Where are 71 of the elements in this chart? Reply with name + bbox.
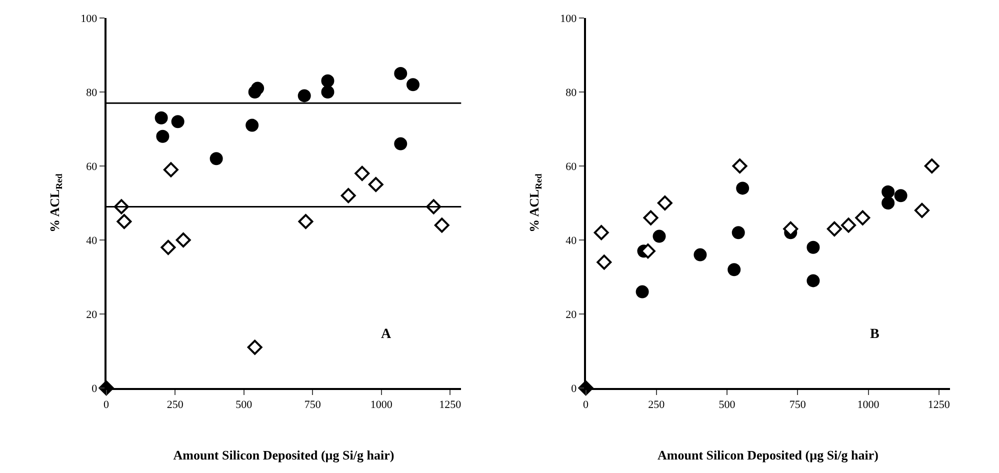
point [694,248,707,262]
point [636,285,649,298]
point [826,221,842,236]
point [594,225,609,240]
x-tick-label: 1250 [439,399,462,412]
point [368,177,384,192]
point [176,232,191,248]
point [855,210,870,226]
point [394,137,408,150]
x-axis-title: Amount Silicon Deposited (µg Si/g hair) [173,447,394,462]
y-tick-label: 20 [86,308,98,321]
point [340,188,356,204]
point [914,202,930,218]
x-axis-title: Amount Silicon Deposited (µg Si/g hair) [658,447,878,462]
point [596,254,612,270]
x-tick-label: 0 [583,399,590,412]
y-tick-label: 40 [566,234,578,247]
point [160,240,176,255]
y-tick-label: 80 [566,86,578,99]
x-tick-label: 250 [166,399,184,412]
point [841,218,856,233]
point [321,86,334,98]
point [894,189,908,202]
point [736,182,750,195]
point [652,230,666,243]
point [924,158,940,174]
point [154,111,168,124]
y-tick-label: 40 [86,234,98,247]
y-tick-label: 100 [560,12,578,25]
point [116,214,132,229]
point [406,78,420,92]
point [434,218,450,233]
x-tick-label: 750 [789,399,806,412]
point [163,162,178,178]
point [732,226,745,240]
point [321,74,334,88]
x-tick-label: 500 [236,399,253,412]
y-tick-label: 100 [80,12,98,25]
point [806,240,820,254]
point [156,130,170,143]
y-tick-label: 0 [92,382,98,395]
annotation: A [381,327,392,342]
point [298,89,311,102]
point [171,115,184,128]
point [394,67,408,80]
point [298,214,314,229]
y-tick-label: 80 [86,86,98,99]
x-tick-label: 1250 [928,399,950,412]
y-tick-label: 20 [566,308,578,321]
x-tick-label: 1000 [857,399,880,412]
point [246,118,259,132]
x-tick-label: 1000 [370,399,393,412]
x-tick-label: 250 [648,399,666,412]
point [247,340,262,355]
point [210,152,223,166]
point [882,185,895,198]
point [882,196,895,210]
y-tick-label: 0 [571,382,578,395]
annotation: B [870,327,880,342]
x-tick-label: 500 [718,399,736,412]
x-tick-label: 0 [104,399,110,412]
y-tick-label: 60 [566,160,578,173]
point [657,196,672,210]
x-tick-label: 750 [304,399,322,412]
y-tick-label: 60 [86,160,98,173]
point [354,166,370,181]
point [728,263,741,276]
point [251,82,264,95]
point [643,210,658,226]
point [806,274,820,288]
point [732,158,748,174]
